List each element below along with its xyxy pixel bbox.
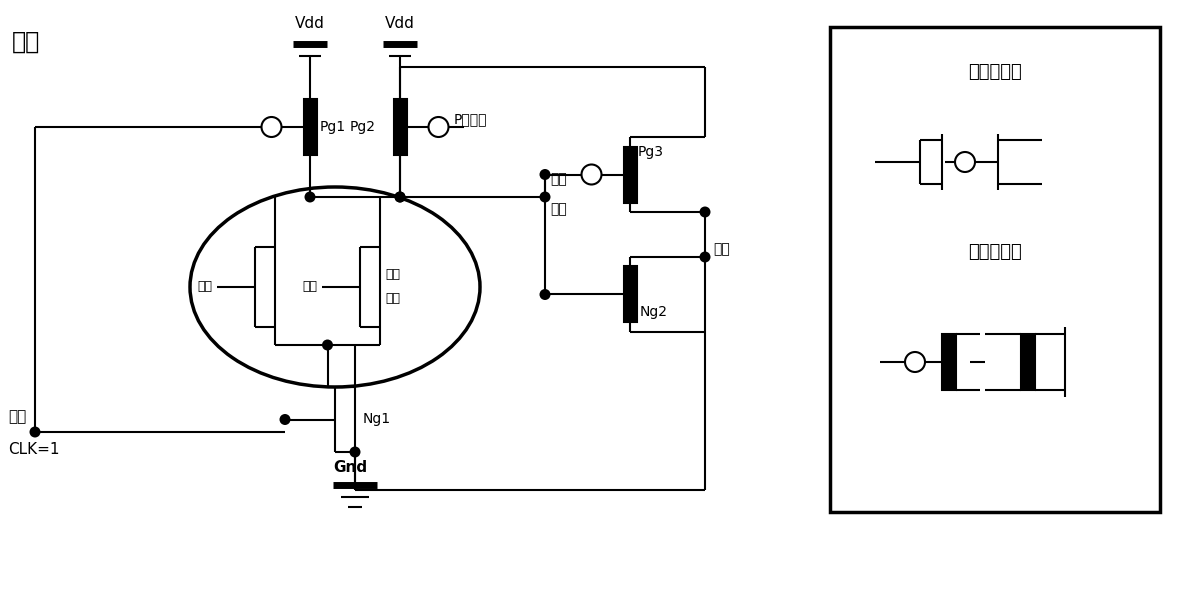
- Text: 动态: 动态: [549, 172, 567, 186]
- Circle shape: [29, 426, 40, 438]
- Text: 下拉: 下拉: [386, 269, 400, 282]
- Circle shape: [322, 340, 332, 350]
- Bar: [1021, 334, 1035, 390]
- Circle shape: [540, 289, 551, 300]
- Bar: [394, 99, 407, 155]
- Bar: [624, 266, 637, 322]
- Circle shape: [581, 165, 601, 184]
- Text: 低阈值器件: 低阈值器件: [968, 63, 1022, 81]
- Text: 输入: 输入: [197, 281, 212, 294]
- Text: 结点: 结点: [549, 202, 567, 216]
- Text: Vdd: Vdd: [295, 17, 325, 32]
- Circle shape: [304, 192, 316, 202]
- Text: Pg1: Pg1: [320, 120, 347, 134]
- Circle shape: [349, 447, 361, 457]
- Circle shape: [699, 251, 711, 263]
- Circle shape: [395, 192, 406, 202]
- Text: Pg2: Pg2: [350, 120, 376, 134]
- Circle shape: [540, 192, 551, 202]
- Text: CLK=1: CLK=1: [8, 442, 59, 457]
- Text: Gnd: Gnd: [332, 460, 367, 475]
- Circle shape: [395, 192, 406, 202]
- Text: P保持管: P保持管: [454, 112, 487, 126]
- Circle shape: [279, 414, 290, 425]
- Text: 高温: 高温: [12, 30, 40, 54]
- Bar: [942, 334, 956, 390]
- Text: 高阈值器件: 高阈值器件: [968, 243, 1022, 261]
- Text: 时钟: 时钟: [8, 410, 26, 424]
- Circle shape: [699, 207, 711, 217]
- Bar: [303, 99, 316, 155]
- Text: 输出: 输出: [713, 242, 730, 256]
- Text: 网络: 网络: [386, 293, 400, 306]
- Circle shape: [905, 352, 926, 372]
- Circle shape: [540, 169, 551, 180]
- Text: 输入: 输入: [302, 281, 317, 294]
- Bar: [830, 27, 1160, 512]
- Bar: [624, 146, 637, 202]
- Text: Pg3: Pg3: [638, 145, 664, 159]
- Text: Vdd: Vdd: [386, 17, 415, 32]
- Circle shape: [955, 152, 975, 172]
- Text: Ng2: Ng2: [640, 305, 668, 319]
- Circle shape: [428, 117, 448, 137]
- Circle shape: [262, 117, 282, 137]
- Text: Ng1: Ng1: [363, 413, 391, 426]
